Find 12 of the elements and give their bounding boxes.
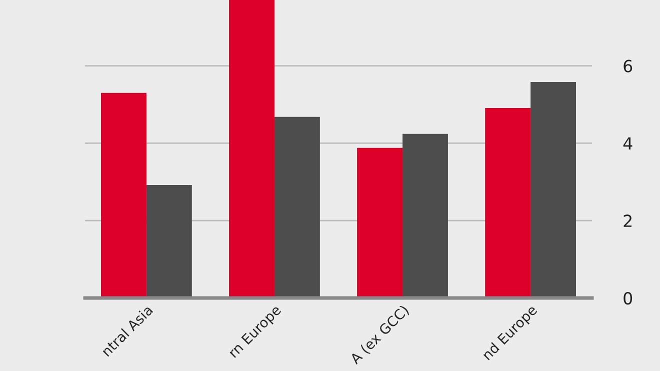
bar — [229, 0, 274, 298]
bar — [274, 116, 320, 298]
bar — [485, 108, 531, 298]
bar — [357, 148, 403, 298]
bar — [146, 184, 192, 298]
y-tick-label: 6 — [624, 60, 632, 72]
bar — [101, 92, 146, 298]
y-tick-label: 0 — [624, 292, 632, 305]
bar — [530, 82, 576, 298]
y-tick-label: 2 — [624, 214, 632, 227]
y-tick-label: 4 — [623, 137, 632, 150]
bar — [402, 134, 448, 298]
